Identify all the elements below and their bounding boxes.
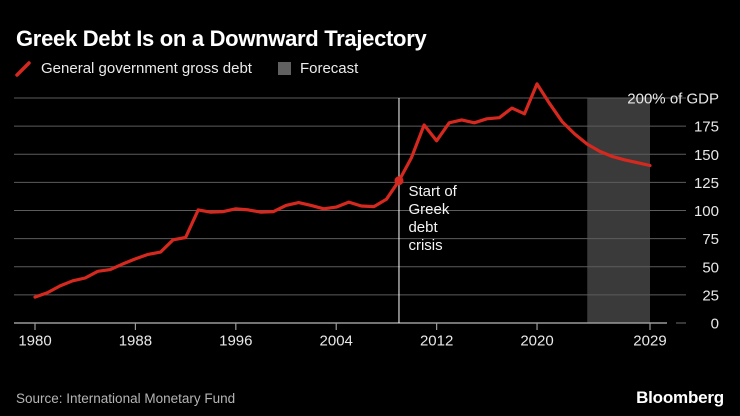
y-tick-label: 0 — [711, 316, 719, 333]
y-tick-label: 100 — [694, 203, 719, 220]
footer: Source: International Monetary Fund Bloo… — [16, 388, 724, 408]
y-tick-label: 150 — [694, 147, 719, 164]
annotation-line: crisis — [408, 237, 442, 254]
red-line-legend-icon — [15, 60, 31, 77]
legend-item-forecast: Forecast — [277, 60, 359, 77]
x-tick-label: 1988 — [119, 333, 152, 350]
annotation-line: Start of — [408, 183, 457, 200]
debt-line-chart: 200% of GDP 175 150 125 100 75 50 25 0 1980 1988 19… — [14, 82, 719, 350]
x-tick-label: 2020 — [520, 333, 553, 350]
y-tick-label: 175 — [694, 119, 719, 136]
debt-line — [33, 82, 652, 299]
x-tick-label: 2004 — [320, 333, 353, 350]
x-tick-label: 1996 — [219, 333, 252, 350]
y-axis-unit-label: 200% of GDP — [627, 91, 719, 108]
source-note: Source: International Monetary Fund — [16, 391, 236, 406]
annotation-line: Greek — [408, 201, 449, 218]
crisis-marker-dot — [394, 176, 404, 186]
x-tick-label: 2012 — [420, 333, 453, 350]
y-tick-label: 25 — [702, 287, 719, 304]
chart-title: Greek Debt Is on a Downward Trajectory — [16, 26, 427, 51]
bloomberg-logo: Bloomberg — [636, 388, 724, 407]
legend-label-forecast: Forecast — [299, 60, 359, 77]
y-tick-label: 50 — [702, 259, 719, 276]
legend-item-debt: General government gross debt — [14, 60, 252, 77]
x-tick-label: 1980 — [18, 333, 51, 350]
forecast-swatch-icon — [277, 62, 291, 75]
legend-label-debt: General government gross debt — [41, 60, 252, 77]
legend: General government gross debt Forecast — [14, 60, 358, 77]
x-tick-label: 2029 — [633, 333, 666, 350]
annotation-line: debt — [408, 219, 438, 236]
y-tick-label: 75 — [702, 231, 719, 248]
y-tick-label: 125 — [694, 175, 719, 192]
